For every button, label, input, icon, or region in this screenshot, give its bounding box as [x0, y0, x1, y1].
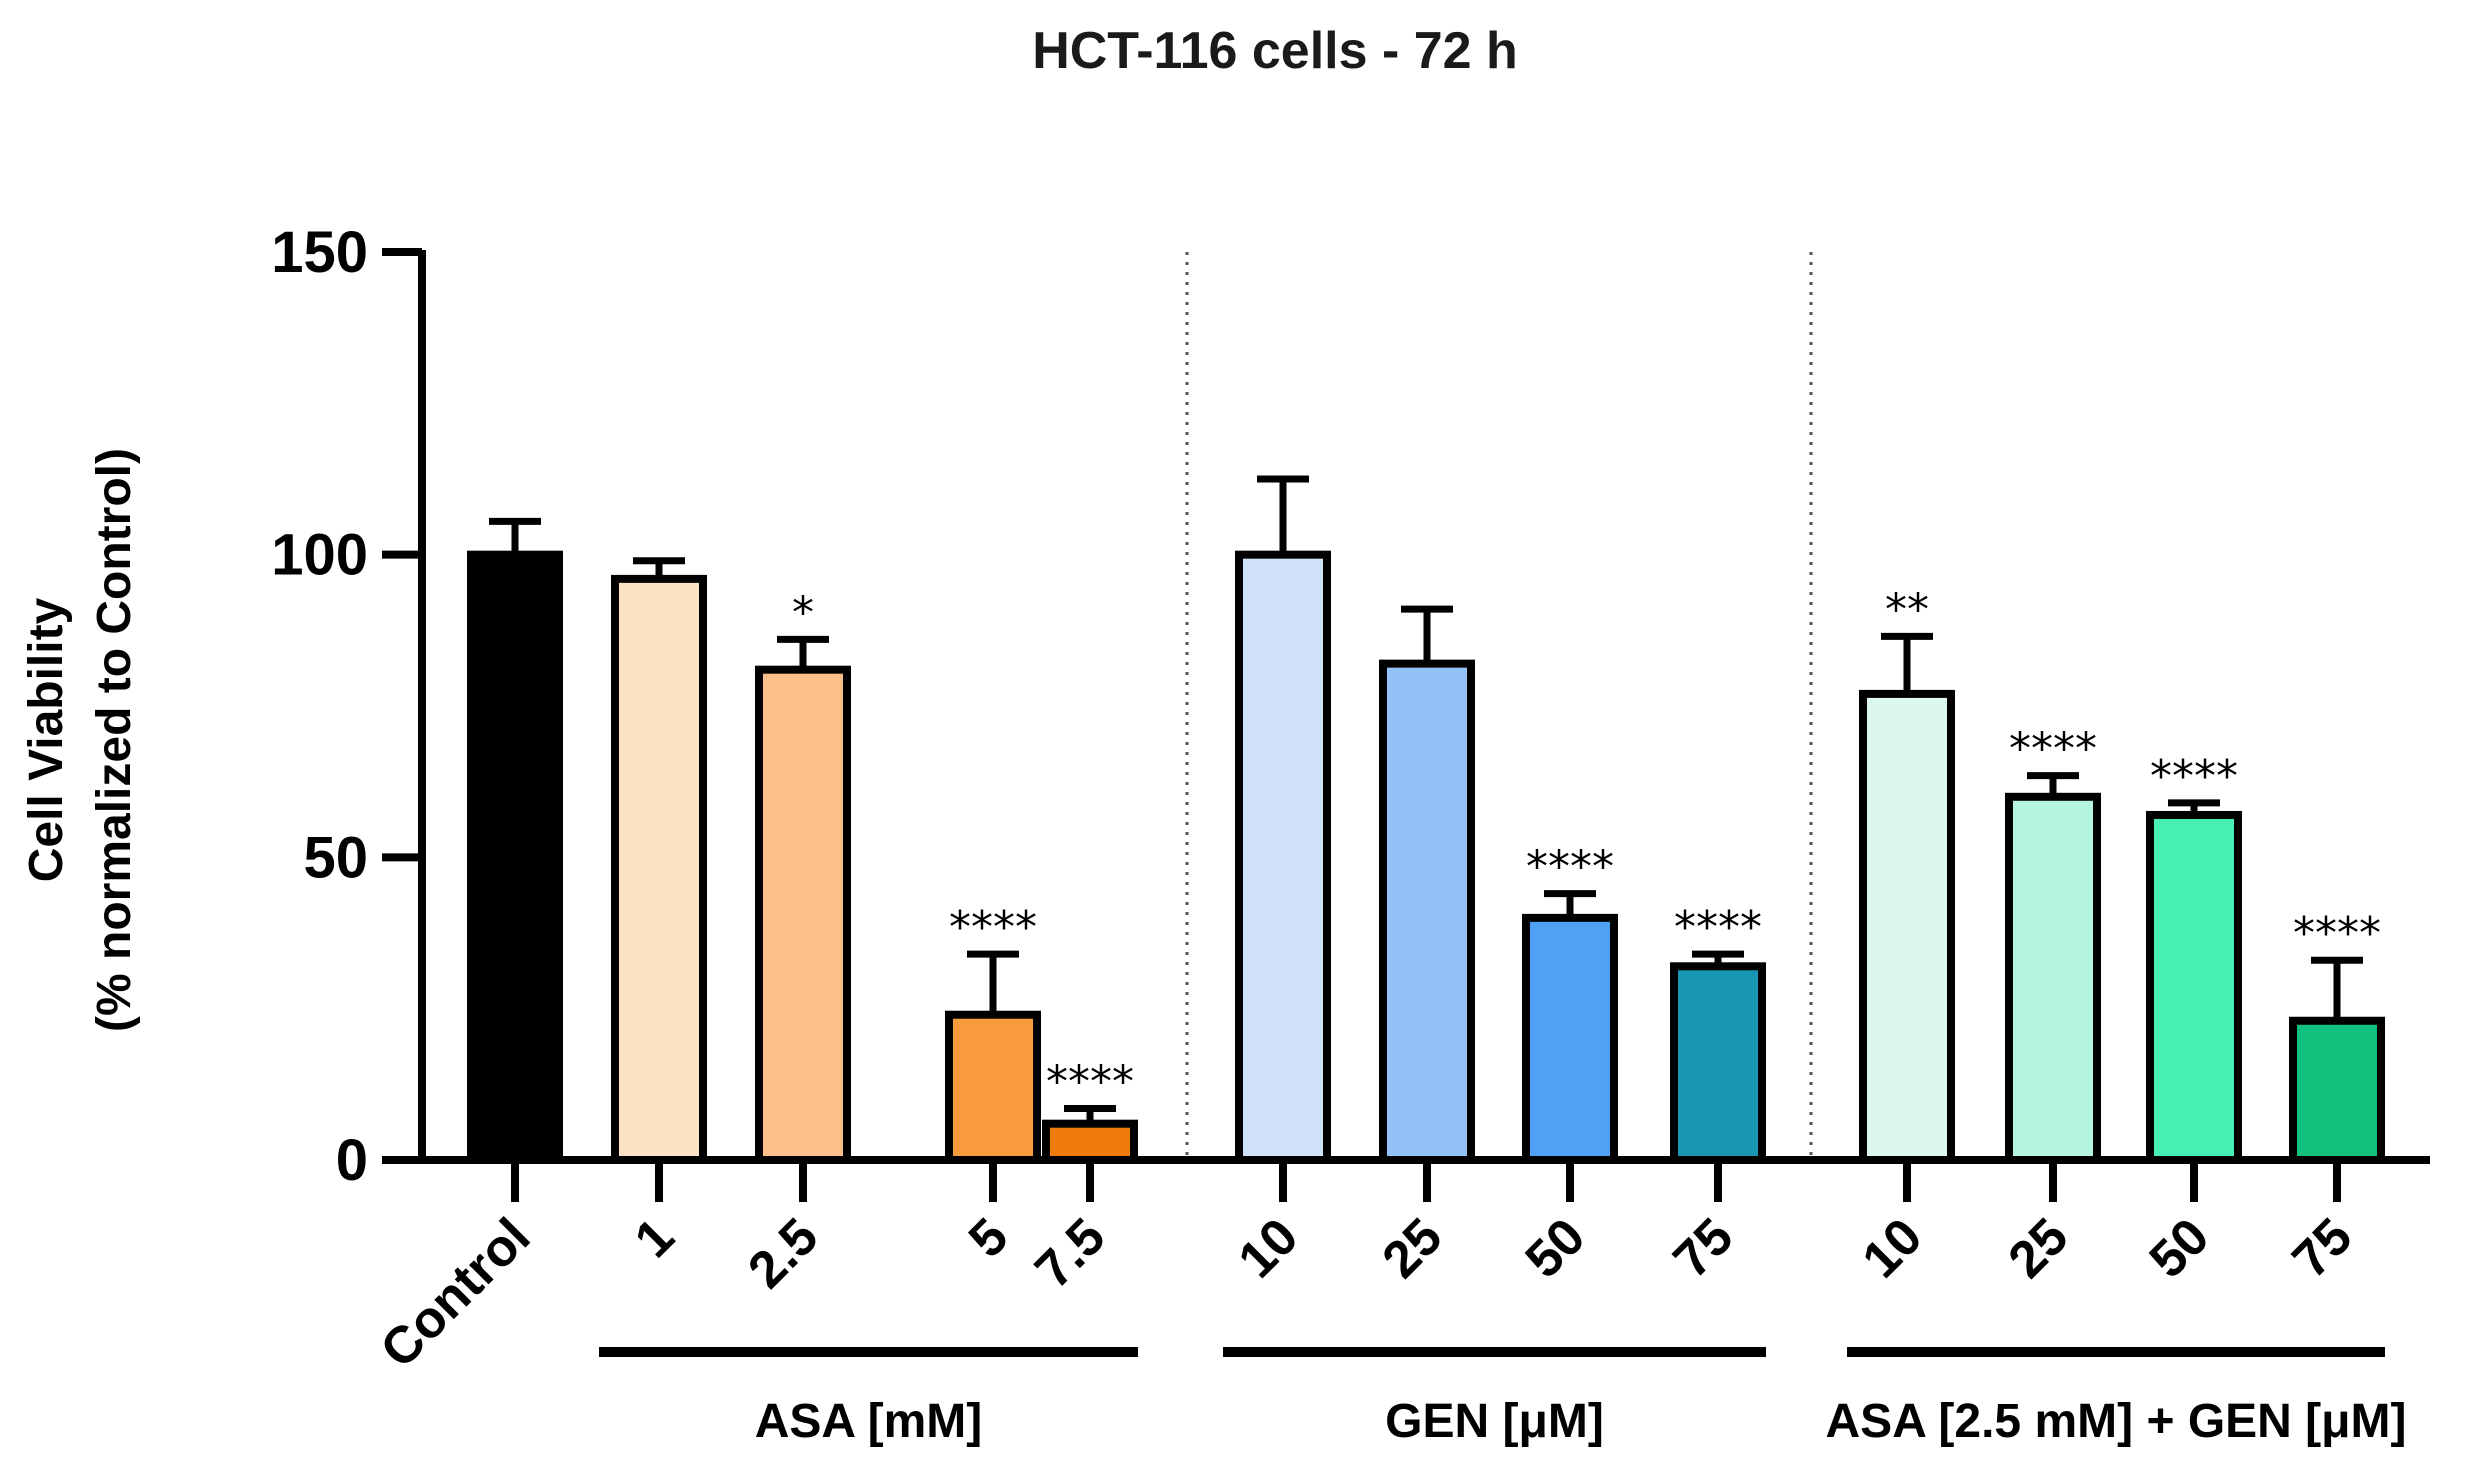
significance-label: ** [1885, 584, 1929, 635]
bar [467, 550, 563, 1164]
bar [2146, 810, 2242, 1165]
bar [1235, 550, 1331, 1164]
x-tick-label: 10 [1852, 1207, 1934, 1289]
group-label: GEN [μM] [1385, 1395, 1604, 1448]
x-tick-label: 2.5 [737, 1207, 829, 1299]
bar [611, 574, 707, 1164]
y-tick-label: 0 [336, 1128, 368, 1193]
significance-label: **** [1046, 1057, 1134, 1108]
bar [1670, 962, 1766, 1164]
y-tick-label: 150 [271, 220, 368, 285]
x-tick-label: 75 [2282, 1207, 2364, 1289]
chart-title: HCT-116 cells - 72 h [1032, 22, 1518, 80]
significance-label: **** [2150, 751, 2238, 802]
x-tick-label: 1 [624, 1207, 685, 1268]
significance-label: **** [1526, 842, 1614, 893]
group-label: ASA [mM] [755, 1395, 983, 1448]
group-label: ASA [2.5 mM] + GEN [μM] [1826, 1395, 2407, 1448]
bar [2289, 1016, 2385, 1164]
x-tick-label: 50 [2139, 1207, 2221, 1289]
y-tick-label: 100 [271, 523, 368, 588]
significance-label: **** [2009, 724, 2097, 775]
x-tick-label: 5 [958, 1207, 1019, 1268]
bar [1379, 659, 1475, 1164]
x-tick-label: 10 [1228, 1207, 1310, 1289]
y-axis-label-line1: Cell Viability [20, 597, 73, 882]
y-axis-label-line2: (% normalized to Control) [88, 448, 141, 1032]
bar [1042, 1119, 1138, 1165]
x-tick-label: 25 [1998, 1207, 2080, 1289]
y-tick-label: 50 [303, 825, 368, 890]
significance-label: **** [949, 902, 1037, 953]
x-tick-label: 25 [1372, 1207, 1454, 1289]
bar [1522, 913, 1618, 1164]
bar [755, 665, 851, 1164]
bar [2005, 792, 2101, 1164]
x-tick-label: 7.5 [1024, 1207, 1116, 1299]
significance-label: * [792, 587, 814, 638]
significance-label: **** [2293, 908, 2381, 959]
significance-label: **** [1674, 902, 1762, 953]
x-tick-label: 75 [1663, 1207, 1745, 1289]
x-tick-label: 50 [1515, 1207, 1597, 1289]
bar [945, 1010, 1041, 1164]
x-tick-label: Control [370, 1207, 542, 1379]
bar [1859, 689, 1955, 1164]
